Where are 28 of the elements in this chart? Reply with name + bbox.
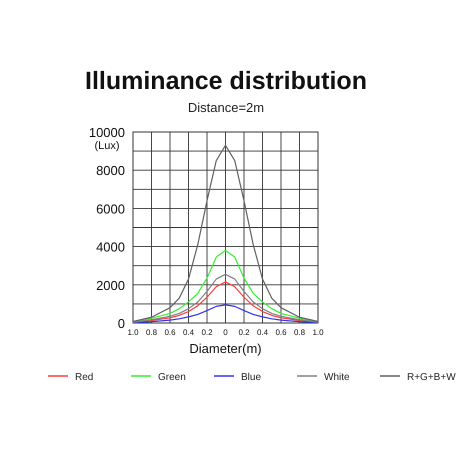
y-tick-label: 8000 — [96, 163, 125, 178]
x-tick-label: 0.4 — [256, 328, 269, 337]
legend-label: Green — [158, 372, 186, 383]
y-tick-label: 6000 — [96, 201, 125, 216]
legend-label: Blue — [241, 372, 262, 383]
legend-label: R+G+B+W — [407, 372, 456, 383]
legend-label: White — [324, 372, 350, 383]
x-tick-label: 0.2 — [238, 328, 250, 337]
y-tick-label: 2000 — [96, 278, 125, 293]
x-tick-label: 0.4 — [182, 328, 195, 337]
chart-title: Illuminance distribution — [85, 67, 367, 95]
y-tick-label: 4000 — [96, 240, 125, 255]
x-tick-label: 0 — [223, 328, 228, 337]
x-tick-label: 0.8 — [146, 328, 158, 337]
y-tick-label: 10000 — [88, 125, 125, 140]
legend-label: Red — [75, 372, 94, 383]
x-tick-label: 0.8 — [294, 328, 306, 337]
x-tick-label: 0.6 — [164, 328, 176, 337]
line-series — [132, 144, 319, 322]
chart-subtitle: Distance=2m — [188, 100, 264, 115]
x-tick-label: 1.0 — [127, 328, 140, 337]
y-axis-title: (Lux) — [94, 140, 120, 152]
line-series — [132, 304, 319, 324]
x-tick-label: 0.6 — [275, 328, 288, 337]
x-axis-title: Diameter(m) — [189, 341, 262, 356]
line-series — [132, 274, 319, 323]
x-tick-label: 0.2 — [201, 328, 214, 337]
x-tick-label: 1.0 — [312, 328, 324, 337]
